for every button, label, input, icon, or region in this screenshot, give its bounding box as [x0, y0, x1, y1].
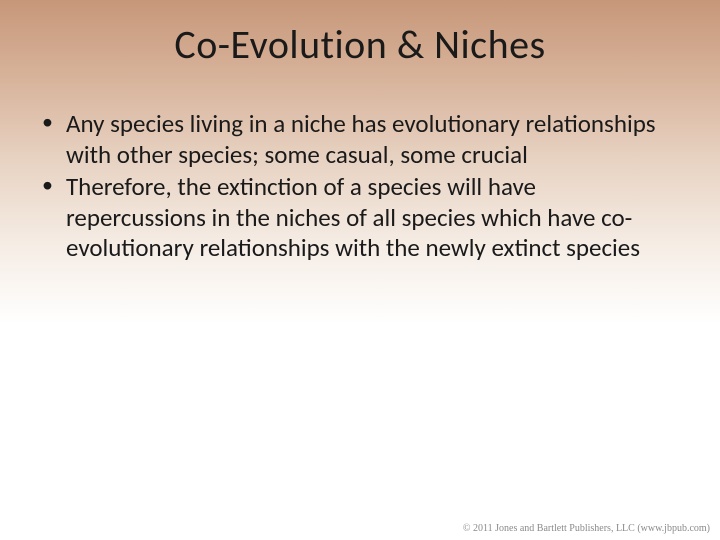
- list-item: Any species living in a niche has evolut…: [38, 109, 660, 170]
- list-item: Therefore, the extinction of a species w…: [38, 172, 660, 264]
- copyright-footer: © 2011 Jones and Bartlett Publishers, LL…: [463, 523, 710, 534]
- slide-title: Co-Evolution & Niches: [0, 0, 720, 109]
- bullet-list: Any species living in a niche has evolut…: [38, 109, 660, 264]
- slide-body: Any species living in a niche has evolut…: [0, 109, 720, 264]
